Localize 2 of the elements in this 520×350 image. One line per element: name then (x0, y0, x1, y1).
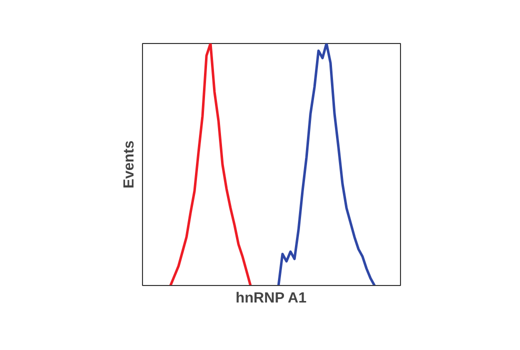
x-axis-title: hnRNP A1 (236, 290, 307, 306)
y-axis-title: Events (122, 140, 138, 189)
